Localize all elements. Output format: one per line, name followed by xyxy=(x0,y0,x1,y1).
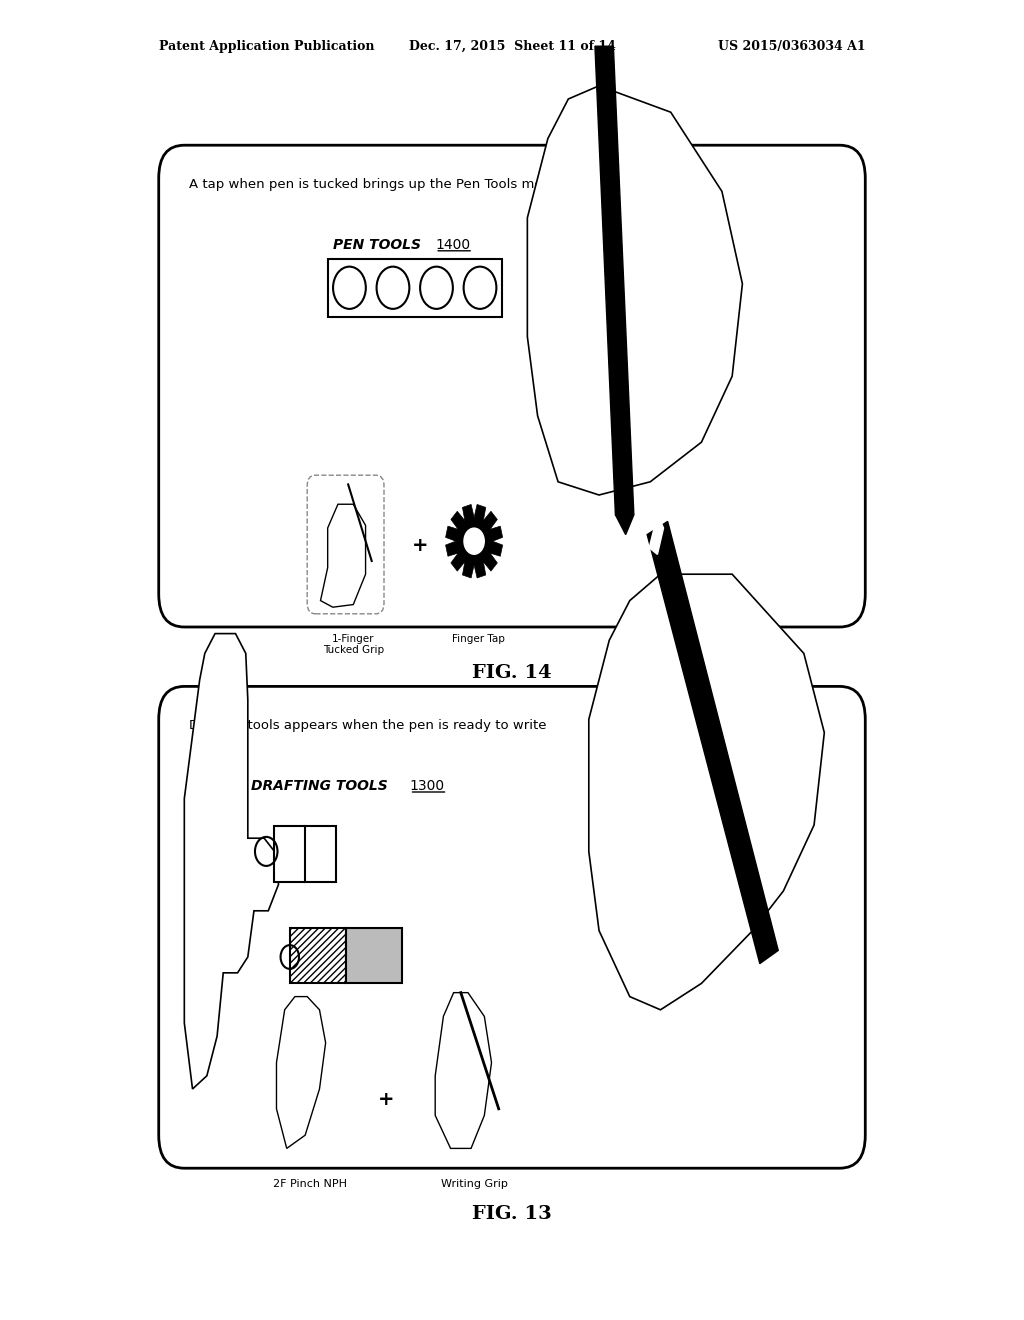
FancyBboxPatch shape xyxy=(159,686,865,1168)
Text: FIG. 13: FIG. 13 xyxy=(472,1205,552,1224)
Polygon shape xyxy=(527,86,742,495)
Text: +: + xyxy=(412,536,428,554)
Polygon shape xyxy=(647,521,778,964)
FancyBboxPatch shape xyxy=(274,826,336,882)
Polygon shape xyxy=(445,504,503,578)
Text: DRAFTING TOOLS: DRAFTING TOOLS xyxy=(251,779,392,793)
FancyBboxPatch shape xyxy=(328,259,502,317)
Text: PEN TOOLS: PEN TOOLS xyxy=(333,238,426,252)
Text: 1400: 1400 xyxy=(435,238,470,252)
FancyBboxPatch shape xyxy=(159,145,865,627)
Text: FIG. 14: FIG. 14 xyxy=(472,664,552,682)
Text: 2F Pinch NPH: 2F Pinch NPH xyxy=(273,1179,347,1189)
Polygon shape xyxy=(649,515,664,554)
Polygon shape xyxy=(595,46,634,515)
Text: Patent Application Publication: Patent Application Publication xyxy=(159,40,374,53)
Polygon shape xyxy=(184,634,279,1089)
Polygon shape xyxy=(435,993,492,1148)
Text: Finger Tap: Finger Tap xyxy=(452,634,505,644)
Text: A tap when pen is tucked brings up the Pen Tools menu: A tap when pen is tucked brings up the P… xyxy=(189,178,560,191)
Polygon shape xyxy=(589,574,824,1010)
Text: 1300: 1300 xyxy=(410,779,444,793)
Text: US 2015/0363034 A1: US 2015/0363034 A1 xyxy=(718,40,865,53)
Polygon shape xyxy=(276,997,326,1148)
Polygon shape xyxy=(615,515,634,535)
Text: Writing Grip: Writing Grip xyxy=(440,1179,508,1189)
Text: 1-Finger
Tucked Grip: 1-Finger Tucked Grip xyxy=(323,634,384,655)
Text: Dec. 17, 2015  Sheet 11 of 14: Dec. 17, 2015 Sheet 11 of 14 xyxy=(409,40,615,53)
Text: Drafting tools appears when the pen is ready to write: Drafting tools appears when the pen is r… xyxy=(189,719,547,733)
Circle shape xyxy=(464,528,484,554)
Polygon shape xyxy=(321,504,366,607)
Text: +: + xyxy=(378,1090,394,1109)
FancyBboxPatch shape xyxy=(346,928,402,983)
